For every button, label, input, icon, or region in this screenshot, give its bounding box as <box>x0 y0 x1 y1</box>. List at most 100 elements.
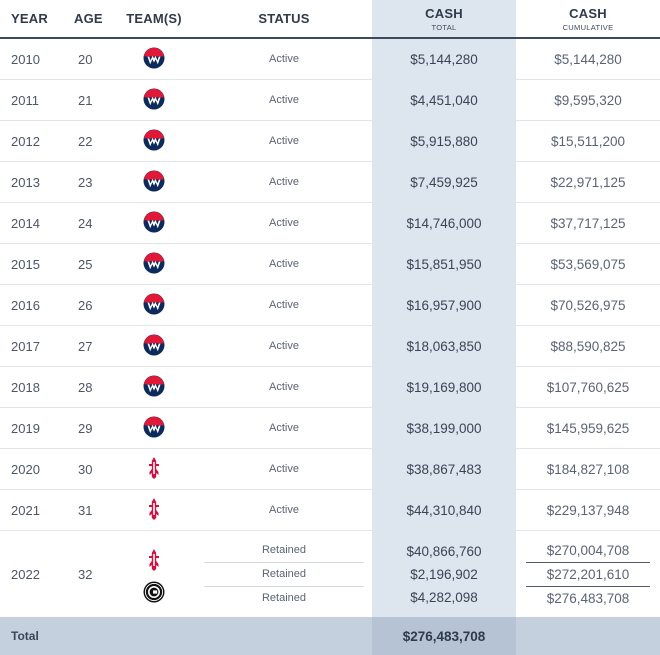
cash-line: $2,196,902 <box>410 566 478 582</box>
age-cell: 26 <box>62 284 112 326</box>
cumulative-cell: $53,569,075 <box>516 243 660 285</box>
team-cell <box>112 202 196 244</box>
cumulative-line: $272,201,610 <box>526 563 650 587</box>
cash-cell: $40,866,760 $2,196,902 $4,282,098 <box>372 531 516 618</box>
table-row-2022: 2022 32 Retained Retained Retained <box>0 531 660 618</box>
team-cell <box>112 38 196 80</box>
year-cell: 2012 <box>0 120 62 162</box>
status-cell: Active <box>196 243 372 285</box>
status-cell: Active <box>196 120 372 162</box>
rockets-logo-icon[interactable] <box>146 456 162 483</box>
cash-line: $40,866,760 <box>406 543 482 559</box>
wizards-logo-icon[interactable] <box>143 416 165 441</box>
table-row: 2015 25 Active $15,851,950 $53,569,075 <box>0 243 660 285</box>
status-column-header[interactable]: STATUS <box>196 0 372 39</box>
wizards-logo-icon[interactable] <box>143 252 165 277</box>
status-cell: Active <box>196 366 372 408</box>
cash-cell: $5,915,880 <box>372 120 516 162</box>
team-cell <box>112 79 196 121</box>
cumulative-cell: $9,595,320 <box>516 79 660 121</box>
cash-cumulative-column-header[interactable]: CASH CUMULATIVE <box>516 0 660 39</box>
cash-cell: $18,063,850 <box>372 325 516 367</box>
cash-cell: $38,199,000 <box>372 407 516 449</box>
cash-cell: $38,867,483 <box>372 448 516 490</box>
team-cell <box>112 161 196 203</box>
team-cell <box>112 325 196 367</box>
status-cell: Active <box>196 161 372 203</box>
teams-column-header[interactable]: TEAM(S) <box>112 0 196 39</box>
year-column-header[interactable]: YEAR <box>0 0 62 39</box>
cumulative-cell: $88,590,825 <box>516 325 660 367</box>
wizards-logo-icon[interactable] <box>143 47 165 72</box>
table-row: 2018 28 Active $19,169,800 $107,760,625 <box>0 366 660 408</box>
status-cell: Active <box>196 202 372 244</box>
cumulative-cell: $15,511,200 <box>516 120 660 162</box>
team-cell <box>112 407 196 449</box>
status-cell: Active <box>196 325 372 367</box>
wizards-logo-icon[interactable] <box>143 334 165 359</box>
nets-logo-icon[interactable] <box>143 581 165 606</box>
table-row: 2014 24 Active $14,746,000 $37,717,125 <box>0 202 660 244</box>
cash-cell: $5,144,280 <box>372 38 516 80</box>
cash-total-column-header[interactable]: CASH TOTAL <box>372 0 516 39</box>
status-cell: Active <box>196 407 372 449</box>
age-cell: 31 <box>62 489 112 531</box>
status-line: Retained <box>261 591 307 604</box>
status-line: Retained <box>204 539 364 563</box>
total-empty-cell <box>62 617 112 655</box>
year-cell: 2013 <box>0 161 62 203</box>
age-column-header[interactable]: AGE <box>62 0 112 39</box>
cumulative-cell: $37,717,125 <box>516 202 660 244</box>
year-cell: 2010 <box>0 38 62 80</box>
status-cell: Active <box>196 448 372 490</box>
cash-cell: $44,310,840 <box>372 489 516 531</box>
year-cell: 2018 <box>0 366 62 408</box>
year-cell: 2016 <box>0 284 62 326</box>
team-cell <box>112 448 196 490</box>
cumulative-cell: $229,137,948 <box>516 489 660 531</box>
wizards-logo-icon[interactable] <box>143 211 165 236</box>
year-cell: 2021 <box>0 489 62 531</box>
wizards-logo-icon[interactable] <box>143 88 165 113</box>
year-cell: 2020 <box>0 448 62 490</box>
wizards-logo-icon[interactable] <box>143 129 165 154</box>
team-cell <box>112 531 196 618</box>
table-row: 2019 29 Active $38,199,000 $145,959,625 <box>0 407 660 449</box>
cash-cell: $14,746,000 <box>372 202 516 244</box>
age-cell: 24 <box>62 202 112 244</box>
cumulative-line: $276,483,708 <box>546 590 630 606</box>
table-row: 2011 21 Active $4,451,040 $9,595,320 <box>0 79 660 121</box>
cash-header-label: CASH <box>425 5 463 21</box>
year-cell: 2017 <box>0 325 62 367</box>
total-empty-cell <box>196 617 372 655</box>
status-cell: Active <box>196 38 372 80</box>
cumulative-header-label: CASH <box>569 5 607 21</box>
wizards-logo-icon[interactable] <box>143 293 165 318</box>
age-cell: 30 <box>62 448 112 490</box>
status-line: Retained <box>204 563 364 587</box>
wizards-logo-icon[interactable] <box>143 375 165 400</box>
cumulative-cell: $145,959,625 <box>516 407 660 449</box>
year-cell: 2015 <box>0 243 62 285</box>
cash-header-sublabel: TOTAL <box>431 22 457 32</box>
cumulative-cell: $22,971,125 <box>516 161 660 203</box>
table-header-row: YEAR AGE TEAM(S) STATUS CASH TOTAL CASH … <box>0 0 660 39</box>
team-cell <box>112 120 196 162</box>
age-cell: 21 <box>62 79 112 121</box>
year-cell: 2019 <box>0 407 62 449</box>
age-cell: 23 <box>62 161 112 203</box>
total-empty-cell <box>112 617 196 655</box>
table-row: 2010 20 Active $5,144,280 $5,144,280 <box>0 38 660 80</box>
cash-cell: $16,957,900 <box>372 284 516 326</box>
total-empty-cell <box>516 617 660 655</box>
rockets-logo-icon[interactable] <box>146 497 162 524</box>
age-cell: 32 <box>78 566 93 582</box>
cumulative-cell: $107,760,625 <box>516 366 660 408</box>
cash-line: $4,282,098 <box>410 589 478 605</box>
wizards-logo-icon[interactable] <box>143 170 165 195</box>
rockets-logo-icon[interactable] <box>146 548 162 575</box>
cash-cell: $4,451,040 <box>372 79 516 121</box>
cash-cell: $19,169,800 <box>372 366 516 408</box>
